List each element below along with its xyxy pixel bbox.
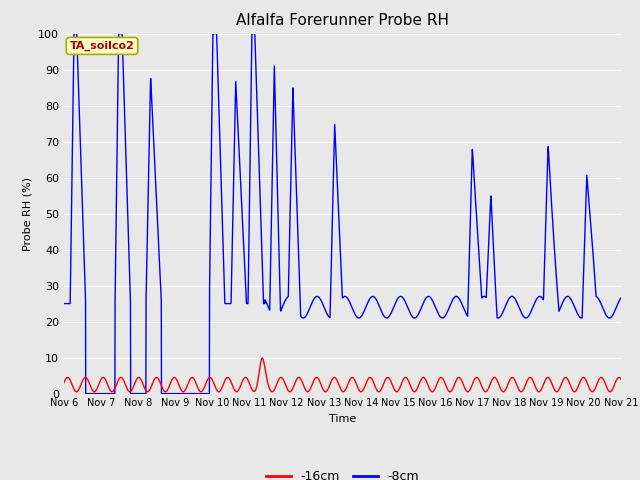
Title: Alfalfa Forerunner Probe RH: Alfalfa Forerunner Probe RH <box>236 13 449 28</box>
Legend: -16cm, -8cm: -16cm, -8cm <box>260 465 424 480</box>
X-axis label: Time: Time <box>329 414 356 424</box>
Y-axis label: Probe RH (%): Probe RH (%) <box>22 177 33 251</box>
Text: TA_soilco2: TA_soilco2 <box>70 41 134 51</box>
